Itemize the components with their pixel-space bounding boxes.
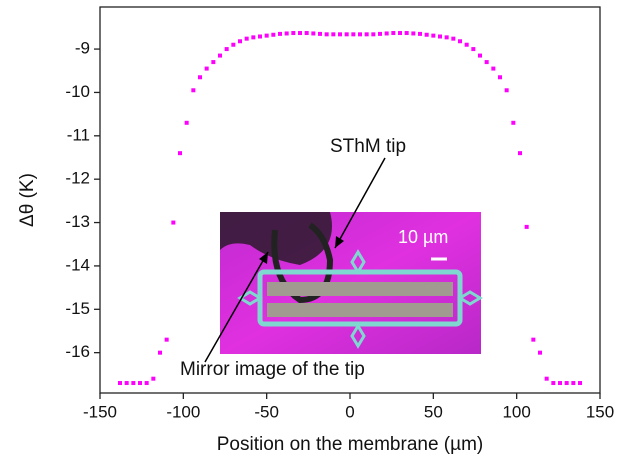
point [178, 151, 182, 156]
point [504, 88, 509, 93]
y-tick-label: -12 [65, 169, 90, 188]
point [144, 381, 149, 386]
point [338, 32, 342, 37]
point [284, 31, 289, 36]
point [198, 75, 202, 80]
point [324, 32, 329, 37]
point [238, 39, 242, 44]
point [424, 32, 429, 37]
x-tick-label: -150 [83, 402, 117, 421]
point [451, 36, 456, 41]
point [231, 42, 236, 47]
point [191, 88, 196, 93]
point [398, 31, 402, 36]
arrow [204, 251, 269, 363]
y-tick-label: -13 [65, 212, 90, 231]
point [118, 381, 122, 386]
point [351, 32, 356, 37]
point [364, 32, 369, 37]
x-tick-label: -50 [254, 402, 279, 421]
point [318, 31, 322, 36]
x-axis-label: Position on the membrane (µm) [217, 434, 484, 455]
x-tick-label: 100 [502, 402, 530, 421]
point [531, 337, 536, 342]
point [518, 151, 522, 156]
point [291, 31, 296, 36]
point [258, 34, 262, 39]
point [251, 35, 256, 40]
point [471, 47, 476, 52]
y-axis-label: Δθ (K) [17, 173, 38, 227]
point [458, 39, 462, 44]
annotation: SThM tip [330, 136, 406, 157]
point [558, 381, 562, 386]
point [151, 376, 156, 381]
point [264, 33, 269, 38]
point [384, 31, 389, 36]
arrow-head [335, 236, 344, 248]
point [551, 381, 556, 386]
inset-photo [220, 212, 483, 354]
point [571, 381, 576, 386]
annotation: 10 µm [398, 227, 448, 247]
point [544, 376, 549, 381]
y-tick-label: -9 [75, 39, 90, 58]
arrow [334, 157, 386, 249]
point [331, 32, 336, 37]
point [184, 120, 189, 125]
point [538, 350, 542, 355]
point [391, 31, 396, 36]
x-tick-label: -100 [166, 402, 200, 421]
y-tick-label: -10 [65, 82, 90, 101]
annotation: Mirror image of the tip [180, 359, 365, 380]
point [218, 53, 222, 58]
point [411, 31, 416, 36]
point [204, 66, 209, 71]
point [438, 34, 442, 39]
y-tick-label: -14 [65, 255, 90, 274]
point [371, 32, 376, 37]
y-tick-label: -11 [67, 125, 90, 144]
point [498, 75, 502, 80]
point [404, 31, 409, 36]
arrow-head [259, 252, 268, 264]
point [138, 381, 142, 386]
point [211, 60, 216, 65]
point [244, 36, 249, 41]
x-tick-label: 50 [424, 402, 443, 421]
point [491, 66, 496, 71]
point [511, 120, 516, 125]
point [431, 33, 436, 38]
point [164, 337, 169, 342]
point [578, 381, 582, 386]
point [224, 47, 229, 52]
point [524, 224, 529, 229]
y-tick-label: -16 [65, 342, 90, 361]
point [171, 220, 176, 225]
x-tick-label: 150 [586, 402, 614, 421]
point [444, 35, 449, 40]
point [464, 42, 469, 47]
point [484, 60, 489, 65]
point [358, 32, 362, 37]
point [158, 350, 162, 355]
point [304, 31, 309, 36]
point [378, 31, 382, 36]
point [418, 31, 422, 36]
y-tick-label: -15 [65, 299, 90, 318]
point [131, 381, 136, 386]
point [271, 32, 276, 37]
point [124, 381, 129, 386]
point [478, 53, 482, 58]
point [298, 31, 302, 36]
point [311, 31, 316, 36]
x-tick-label: 0 [345, 402, 354, 421]
point [564, 381, 569, 386]
point [344, 32, 349, 37]
point [278, 31, 282, 36]
